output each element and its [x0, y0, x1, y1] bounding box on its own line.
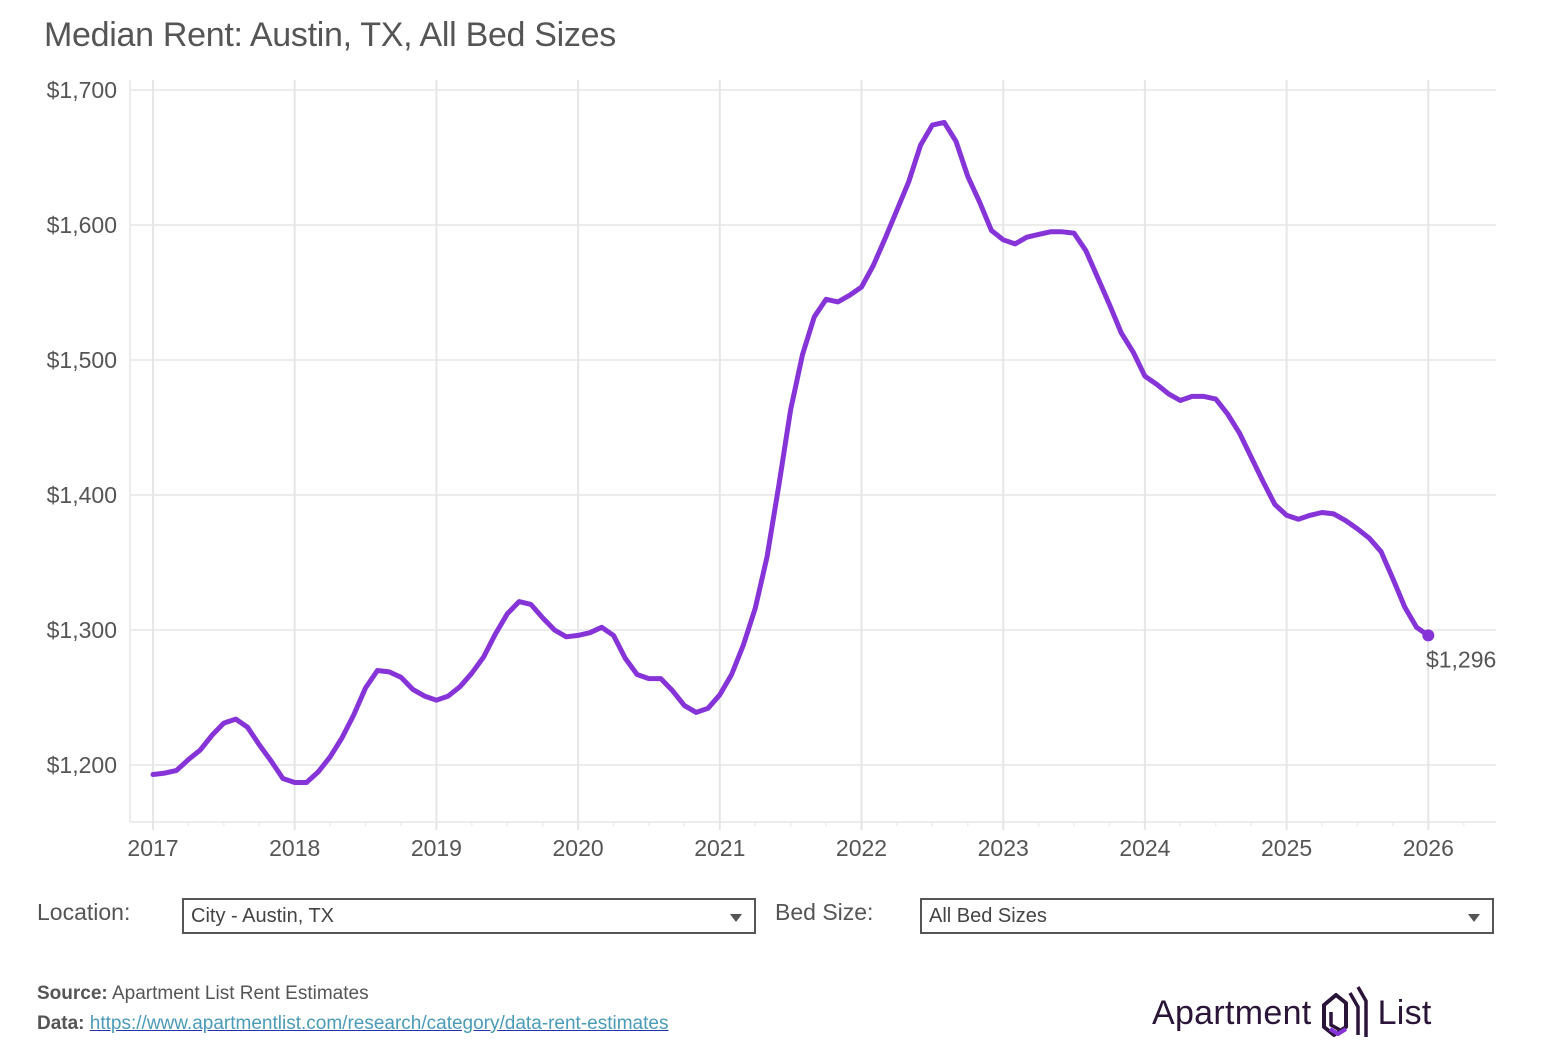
logo-word-apartment: Apartment	[1152, 993, 1312, 1032]
dropdown-arrow-icon	[1468, 914, 1480, 922]
y-tick-label: $1,500	[47, 347, 117, 373]
y-tick-label: $1,700	[47, 77, 117, 103]
location-select-value: City - Austin, TX	[191, 905, 335, 927]
data-link[interactable]: https://www.apartmentlist.com/research/c…	[89, 1013, 669, 1034]
bed-size-select-value: All Bed Sizes	[929, 905, 1047, 927]
location-label: Location:	[37, 899, 131, 925]
dropdown-arrow-icon	[730, 914, 742, 922]
source-text: Apartment List Rent Estimates	[111, 983, 369, 1004]
bed-size-label: Bed Size:	[775, 899, 874, 925]
x-tick-label: 2019	[411, 835, 462, 861]
x-tick-label: 2026	[1403, 835, 1454, 861]
location-select[interactable]: City - Austin, TX	[182, 898, 756, 934]
series	[150, 119, 1431, 785]
line-chart: $1,200 $1,300 $1,400 $1,500 $1,600 $1,700 201…	[47, 77, 1497, 861]
end-value-label: $1,296	[1426, 646, 1496, 672]
x-tick-label: 2024	[1119, 835, 1170, 861]
x-tick-label: 2025	[1261, 835, 1312, 861]
x-tick-label: 2020	[553, 835, 604, 861]
x-axis: 2017 2018 2019 2020 2021 2022 2023 2024 2025 2026	[127, 822, 1465, 861]
end-marker: $1,296	[1422, 629, 1496, 672]
data-label: Data:	[37, 1013, 85, 1034]
y-tick-label: $1,600	[47, 212, 117, 238]
x-tick-label: 2018	[269, 835, 320, 861]
apartment-list-logo[interactable]: Apartment List	[1152, 985, 1432, 1041]
x-tick-label: 2021	[694, 835, 745, 861]
x-tick-label: 2023	[978, 835, 1029, 861]
logo-word-list: List	[1377, 993, 1432, 1032]
bed-size-select[interactable]: All Bed Sizes	[920, 898, 1494, 934]
y-tick-label: $1,400	[47, 482, 117, 508]
grid	[129, 80, 1496, 830]
house-icon	[1321, 986, 1368, 1037]
y-axis: $1,200 $1,300 $1,400 $1,500 $1,600 $1,700	[47, 77, 117, 778]
end-point	[1422, 629, 1435, 642]
data-line: Data: https://www.apartmentlist.com/rese…	[37, 1013, 668, 1035]
y-tick-label: $1,300	[47, 617, 117, 643]
chart-title: Median Rent: Austin, TX, All Bed Sizes	[44, 16, 616, 54]
x-tick-label: 2017	[127, 835, 178, 861]
source-line: Source: Apartment List Rent Estimates	[37, 983, 369, 1005]
x-tick-label: 2022	[836, 835, 887, 861]
series-line-median-rent	[150, 119, 1431, 785]
source-label: Source:	[37, 983, 108, 1004]
y-tick-label: $1,200	[47, 752, 117, 778]
